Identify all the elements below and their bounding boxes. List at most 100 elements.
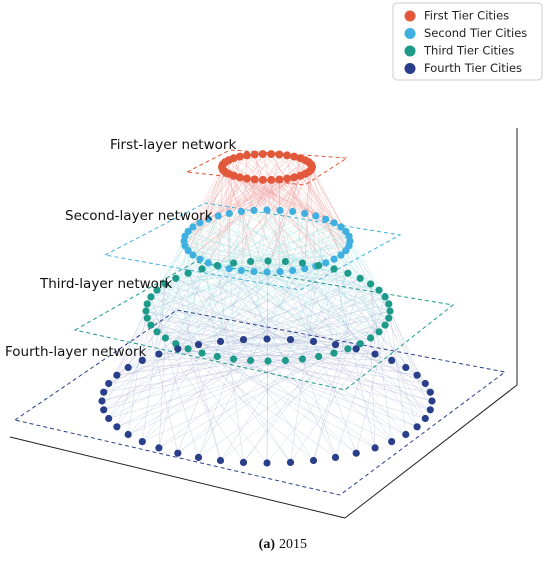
city-node (144, 315, 151, 322)
city-node (289, 267, 296, 274)
city-node (375, 287, 382, 294)
city-node (226, 210, 233, 217)
city-node (301, 210, 308, 217)
link (251, 360, 357, 453)
city-node (375, 328, 382, 335)
city-node (243, 175, 251, 183)
legend-label: Fourth Tier Cities (424, 61, 522, 75)
city-node (238, 267, 245, 274)
city-node (215, 212, 222, 219)
city-node (153, 328, 160, 335)
city-node (307, 161, 315, 169)
city-node (402, 364, 409, 371)
city-node (142, 307, 149, 314)
city-node (247, 357, 254, 364)
city-node (162, 334, 169, 341)
city-node (195, 341, 202, 348)
city-node (217, 338, 224, 345)
city-node (427, 406, 434, 413)
legend-label: Second Tier Cities (424, 26, 527, 40)
city-node (105, 380, 112, 387)
city-node (98, 397, 105, 404)
city-node (427, 389, 434, 396)
city-node (263, 268, 270, 275)
city-node (144, 300, 151, 307)
city-node (330, 265, 337, 272)
city-node (276, 207, 283, 214)
city-node (330, 350, 337, 357)
city-node (388, 438, 395, 445)
city-node (382, 322, 389, 329)
city-node (196, 256, 203, 263)
city-node (282, 357, 289, 364)
city-node (310, 457, 317, 464)
city-node (259, 150, 267, 158)
city-node (414, 372, 421, 379)
city-node (315, 353, 322, 360)
city-node (263, 459, 270, 466)
city-node (250, 207, 257, 214)
city-node (174, 345, 181, 352)
city-node (275, 176, 283, 184)
link (109, 278, 361, 418)
city-node (345, 233, 352, 240)
link (319, 266, 431, 393)
city-node (353, 450, 360, 457)
legend-marker (405, 28, 416, 39)
city-node (402, 431, 409, 438)
city-node (299, 259, 306, 266)
city-node (414, 423, 421, 430)
city-node (147, 322, 154, 329)
city-node (185, 270, 192, 277)
city-node (331, 256, 338, 263)
city-node (250, 268, 257, 275)
layer-label: Third-layer network (39, 276, 172, 292)
city-node (263, 206, 270, 213)
city-node (422, 380, 429, 387)
layer-label: First-layer network (110, 137, 236, 153)
city-node (322, 216, 329, 223)
city-node (125, 431, 132, 438)
link (157, 290, 290, 462)
city-node (283, 151, 291, 159)
caption-year: 2015 (279, 537, 307, 552)
city-node (214, 353, 221, 360)
city-node (263, 335, 270, 342)
city-node (388, 357, 395, 364)
city-node (315, 262, 322, 269)
city-node (240, 459, 247, 466)
city-node (238, 208, 245, 215)
city-node (195, 454, 202, 461)
city-node (189, 223, 196, 230)
city-node (198, 265, 205, 272)
city-node (386, 307, 393, 314)
city-node (357, 275, 364, 282)
city-node (198, 350, 205, 357)
city-node (290, 173, 298, 181)
city-node (100, 406, 107, 413)
city-node (282, 258, 289, 265)
layer-label: Fourth-layer network (5, 344, 147, 360)
city-node (113, 423, 120, 430)
city-node (264, 357, 271, 364)
city-node (385, 315, 392, 322)
city-node (155, 444, 162, 451)
city-node (289, 208, 296, 215)
axis (345, 385, 517, 518)
city-node (100, 389, 107, 396)
city-node (299, 355, 306, 362)
city-node (344, 345, 351, 352)
city-node (385, 300, 392, 307)
city-node (251, 176, 259, 184)
city-node (214, 262, 221, 269)
city-node (267, 150, 275, 158)
city-node (185, 345, 192, 352)
city-node (287, 336, 294, 343)
link (146, 311, 267, 463)
city-node (267, 176, 275, 184)
city-node (113, 372, 120, 379)
city-node (105, 415, 112, 422)
city-node (367, 280, 374, 287)
city-node (251, 151, 259, 159)
